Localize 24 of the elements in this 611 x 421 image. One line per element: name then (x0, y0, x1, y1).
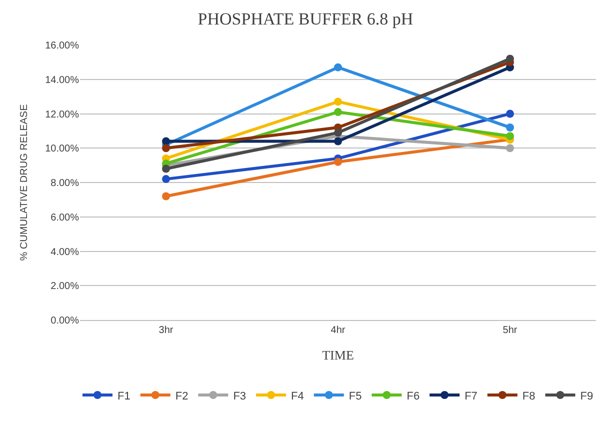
y-tick-label: 8.00% (50, 178, 80, 189)
legend-label: F6 (406, 390, 420, 402)
legend-label: F3 (233, 390, 246, 402)
legend-label: F2 (175, 390, 188, 402)
y-tick-label: 14.00% (45, 74, 80, 86)
y-tick-label: 16.00% (45, 40, 80, 52)
y-tick-label: 6.00% (50, 212, 80, 224)
legend-label: F5 (348, 390, 362, 402)
legend-label: F4 (291, 390, 304, 402)
x-tick-label: 3hr (158, 325, 174, 336)
y-axis-title: % CUMULATIVE DRUG RELEASE (19, 104, 30, 261)
y-tick-label: 12.00% (45, 109, 80, 120)
y-tick-label: 10.00% (45, 144, 80, 155)
legend-label: F7 (464, 390, 478, 402)
legend-label: F8 (522, 390, 536, 402)
x-tick-label: 4hr (330, 325, 346, 336)
legend-label: F1 (118, 390, 130, 402)
y-tick-label: 4.00% (50, 246, 80, 258)
x-axis-title: TIME (322, 348, 354, 363)
x-tick-label: 5hr (502, 325, 518, 336)
y-tick-label: 0.00% (50, 316, 80, 326)
legend-label: F9 (580, 390, 594, 402)
chart-title: PHOSPHATE BUFFER 6.8 pH (198, 10, 414, 29)
y-tick-label: 2.00% (50, 281, 80, 292)
